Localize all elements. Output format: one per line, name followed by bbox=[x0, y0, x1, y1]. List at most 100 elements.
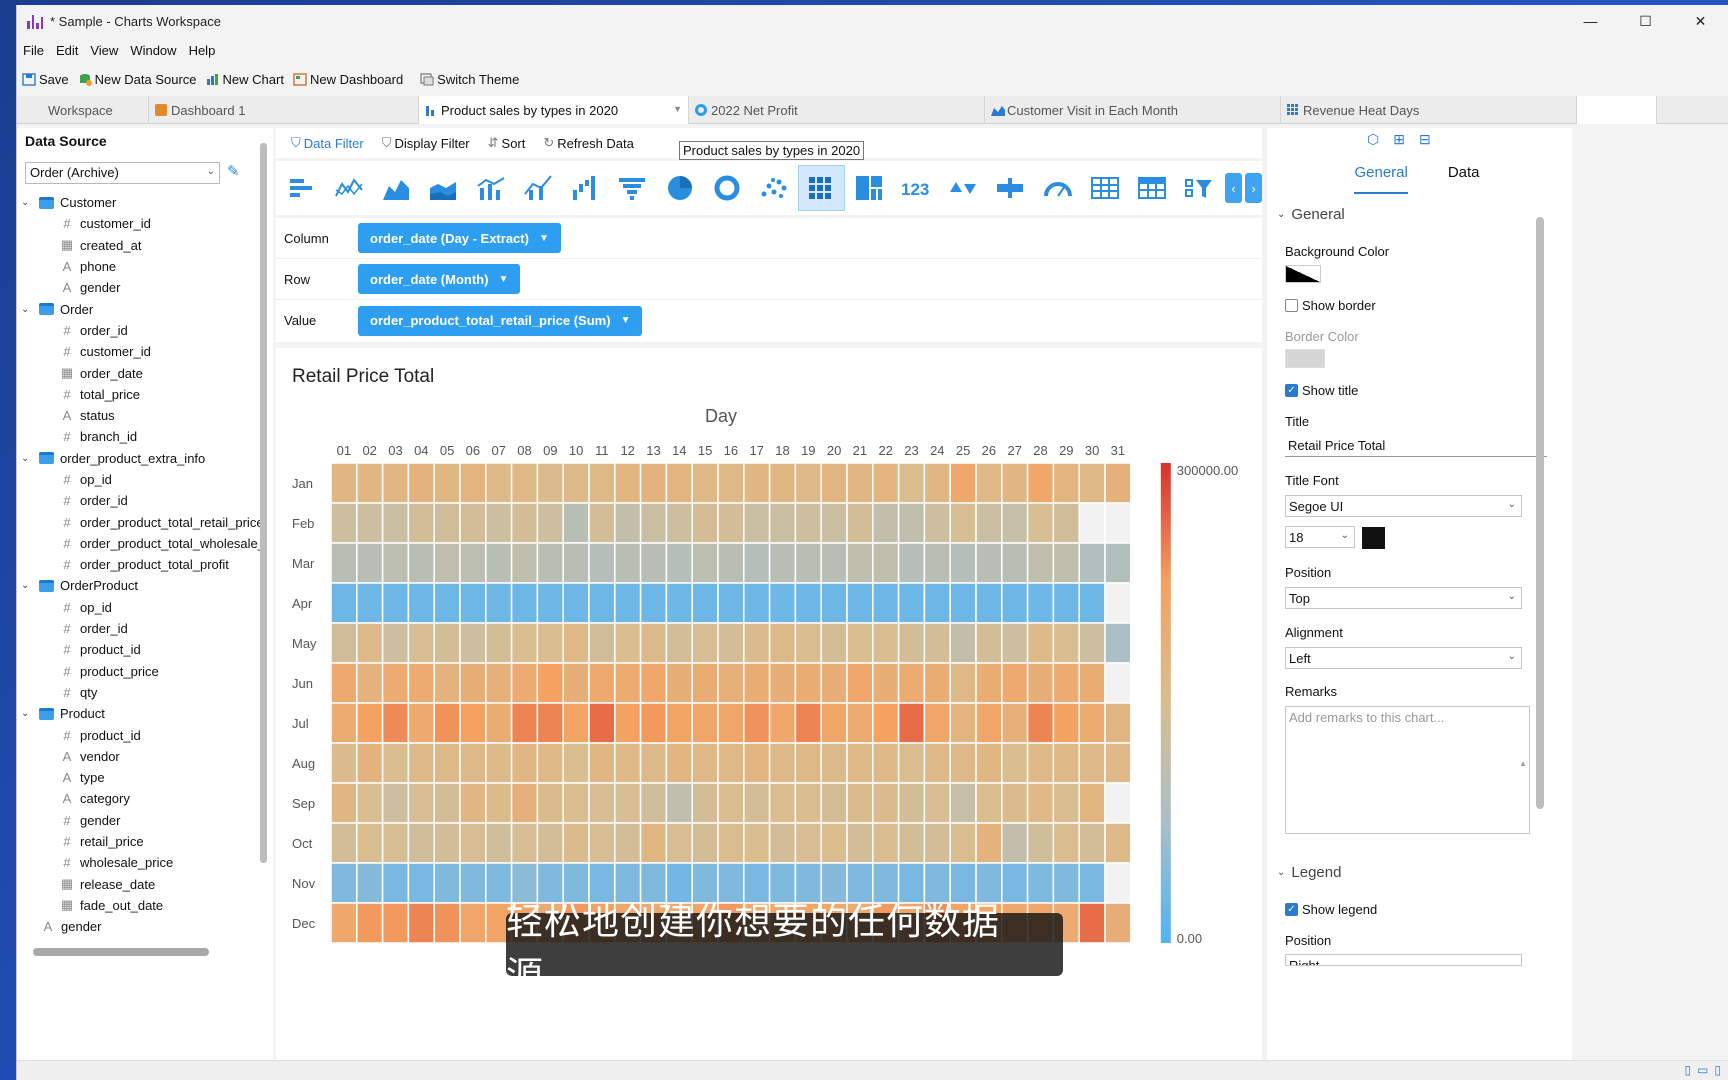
save-button[interactable]: Save bbox=[22, 72, 69, 87]
tree-field-node[interactable]: # order_product_total_profit bbox=[17, 554, 273, 575]
title-color-swatch[interactable] bbox=[1362, 527, 1385, 549]
tree-field-node[interactable]: # order_id bbox=[17, 320, 273, 341]
chart-type-treemap-button[interactable] bbox=[845, 165, 892, 211]
chart-type-bar-button[interactable] bbox=[278, 165, 325, 211]
alignment-select[interactable]: Left ⌄ bbox=[1285, 647, 1522, 669]
tree-field-node[interactable]: # branch_id bbox=[17, 426, 273, 447]
tab-net-profit[interactable]: 2022 Net Profit bbox=[689, 96, 985, 124]
row-field-pill[interactable]: order_date (Month) ▼ bbox=[358, 264, 521, 294]
legend-position-select[interactable]: Right bbox=[1285, 954, 1522, 966]
chart-type-number-button[interactable]: 123 bbox=[892, 165, 939, 211]
tree-field-node[interactable]: ▦ created_at bbox=[17, 235, 273, 256]
chart-type-line-button[interactable] bbox=[325, 165, 372, 211]
show-legend-checkbox[interactable]: ✓ Show legend bbox=[1285, 902, 1377, 917]
tree-table-node[interactable]: ⌄ Customer bbox=[17, 192, 273, 213]
properties-scrollbar[interactable] bbox=[1536, 217, 1544, 809]
menu-view[interactable]: View bbox=[90, 42, 119, 58]
tree-horizontal-scrollbar[interactable] bbox=[33, 948, 209, 956]
switch-theme-button[interactable]: Switch Theme bbox=[420, 72, 519, 87]
chevron-down-icon[interactable]: ⌄ bbox=[21, 580, 30, 592]
tree-field-node[interactable]: # product_id bbox=[17, 639, 273, 660]
chart-type-filter-button[interactable] bbox=[1176, 165, 1223, 211]
close-button[interactable]: ✕ bbox=[1694, 12, 1707, 29]
tree-table-node[interactable]: ⌄ order_product_extra_info bbox=[17, 448, 273, 469]
title-size-select[interactable]: 18 ⌄ bbox=[1285, 526, 1355, 548]
tab-overflow[interactable] bbox=[1577, 96, 1657, 124]
tree-field-node[interactable]: # op_id bbox=[17, 469, 273, 490]
chart-type-waterfall-button[interactable] bbox=[562, 165, 609, 211]
new-data-source-button[interactable]: New Data Source bbox=[78, 72, 197, 87]
data-source-select[interactable]: Order (Archive) ⌄ bbox=[25, 162, 220, 184]
value-field-pill[interactable]: order_product_total_retail_price (Sum) ▼ bbox=[358, 305, 643, 336]
show-title-checkbox[interactable]: ✓ Show title bbox=[1285, 383, 1358, 398]
tree-field-node[interactable]: # total_price bbox=[17, 384, 273, 405]
title-font-select[interactable]: Segoe UI ⌄ bbox=[1285, 495, 1522, 517]
chart-type-bullet-button[interactable] bbox=[987, 165, 1034, 211]
chart-type-heatmap-button[interactable] bbox=[797, 165, 846, 211]
tree-field-node[interactable]: # wholesale_price bbox=[17, 852, 273, 873]
new-dashboard-button[interactable]: New Dashboard bbox=[293, 72, 403, 87]
cube-icon[interactable]: ⬡ bbox=[1367, 131, 1380, 147]
menu-window[interactable]: Window bbox=[130, 42, 177, 58]
background-color-swatch[interactable] bbox=[1285, 265, 1321, 283]
tree-field-node[interactable]: # customer_id bbox=[17, 213, 273, 234]
chart-type-pie-button[interactable] bbox=[656, 165, 703, 211]
tab-dropdown-icon[interactable]: ▼ bbox=[673, 104, 682, 114]
chevron-down-icon[interactable]: ⌄ bbox=[21, 708, 30, 720]
tree-field-node[interactable]: # gender bbox=[17, 810, 273, 831]
tree-field-node[interactable]: # op_id bbox=[17, 597, 273, 618]
maximize-button[interactable]: ☐ bbox=[1639, 12, 1652, 29]
chart-type-gauge-button[interactable] bbox=[1034, 165, 1081, 211]
chevron-down-icon[interactable]: ⌄ bbox=[21, 197, 30, 209]
general-section-header[interactable]: ⌄ General bbox=[1277, 206, 1345, 223]
layout-top-icon[interactable]: ▭ bbox=[1697, 1063, 1709, 1077]
tree-field-node[interactable]: # qty bbox=[17, 682, 273, 703]
layout-icon[interactable]: ⊞ bbox=[1393, 131, 1405, 147]
chart-type-kpi-arrows-button[interactable] bbox=[940, 165, 987, 211]
border-color-swatch[interactable] bbox=[1285, 349, 1325, 368]
tree-field-node[interactable]: # order_product_total_wholesale_ bbox=[17, 533, 273, 554]
sort-button[interactable]: ⇵ Sort bbox=[487, 135, 526, 151]
edit-pencil-icon[interactable]: ✎ bbox=[227, 163, 240, 180]
chart-type-pivot-table-button[interactable] bbox=[1129, 165, 1176, 211]
scroll-left-button[interactable]: ‹ bbox=[1225, 173, 1243, 203]
scroll-right-button[interactable]: › bbox=[1245, 173, 1263, 203]
tree-field-node[interactable]: # product_price bbox=[17, 661, 273, 682]
tree-table-node[interactable]: ⌄ Product bbox=[17, 703, 273, 724]
chart-type-line-bar-button[interactable] bbox=[514, 165, 561, 211]
tree-field-node[interactable]: # retail_price bbox=[17, 831, 273, 852]
data-filter-button[interactable]: ⛉ Data Filter bbox=[291, 135, 364, 151]
title-input[interactable]: Retail Price Total bbox=[1285, 435, 1547, 457]
tree-field-node[interactable]: ▦ fade_out_date bbox=[17, 895, 273, 916]
tab-general[interactable]: General bbox=[1354, 164, 1408, 194]
chart-type-area-button[interactable] bbox=[373, 165, 420, 211]
layout-alt-icon[interactable]: ⊟ bbox=[1418, 131, 1431, 147]
tab-revenue-heat-days[interactable]: Revenue Heat Days bbox=[1281, 96, 1577, 124]
position-select[interactable]: Top ⌄ bbox=[1285, 587, 1522, 609]
chevron-down-icon[interactable]: ⌄ bbox=[21, 303, 30, 315]
new-chart-button[interactable]: New Chart bbox=[206, 72, 284, 87]
chart-type-funnel-button[interactable] bbox=[609, 165, 656, 211]
tree-field-node[interactable]: # customer_id bbox=[17, 341, 273, 362]
textarea-scrollbar[interactable]: ▲ bbox=[1519, 759, 1527, 768]
chart-type-stacked-area-button[interactable] bbox=[420, 165, 467, 211]
tree-table-node[interactable]: ⌄ OrderProduct bbox=[17, 575, 273, 596]
display-filter-button[interactable]: ⛉ Display Filter bbox=[381, 135, 470, 151]
tree-field-node[interactable]: ▦ order_date bbox=[17, 362, 273, 383]
column-field-pill[interactable]: order_date (Day - Extract) ▼ bbox=[358, 223, 561, 253]
menu-file[interactable]: File bbox=[23, 42, 44, 58]
chevron-down-icon[interactable]: ⌄ bbox=[21, 452, 30, 464]
minimize-button[interactable]: — bbox=[1583, 13, 1598, 29]
legend-section-header[interactable]: ⌄ Legend bbox=[1277, 864, 1342, 881]
tab-customer-visit[interactable]: Customer Visit in Each Month bbox=[985, 96, 1281, 124]
tree-field-node[interactable]: # order_product_total_retail_price bbox=[17, 511, 273, 532]
tree-field-node[interactable]: ▦ release_date bbox=[17, 874, 273, 895]
tree-vertical-scrollbar[interactable] bbox=[260, 143, 267, 863]
